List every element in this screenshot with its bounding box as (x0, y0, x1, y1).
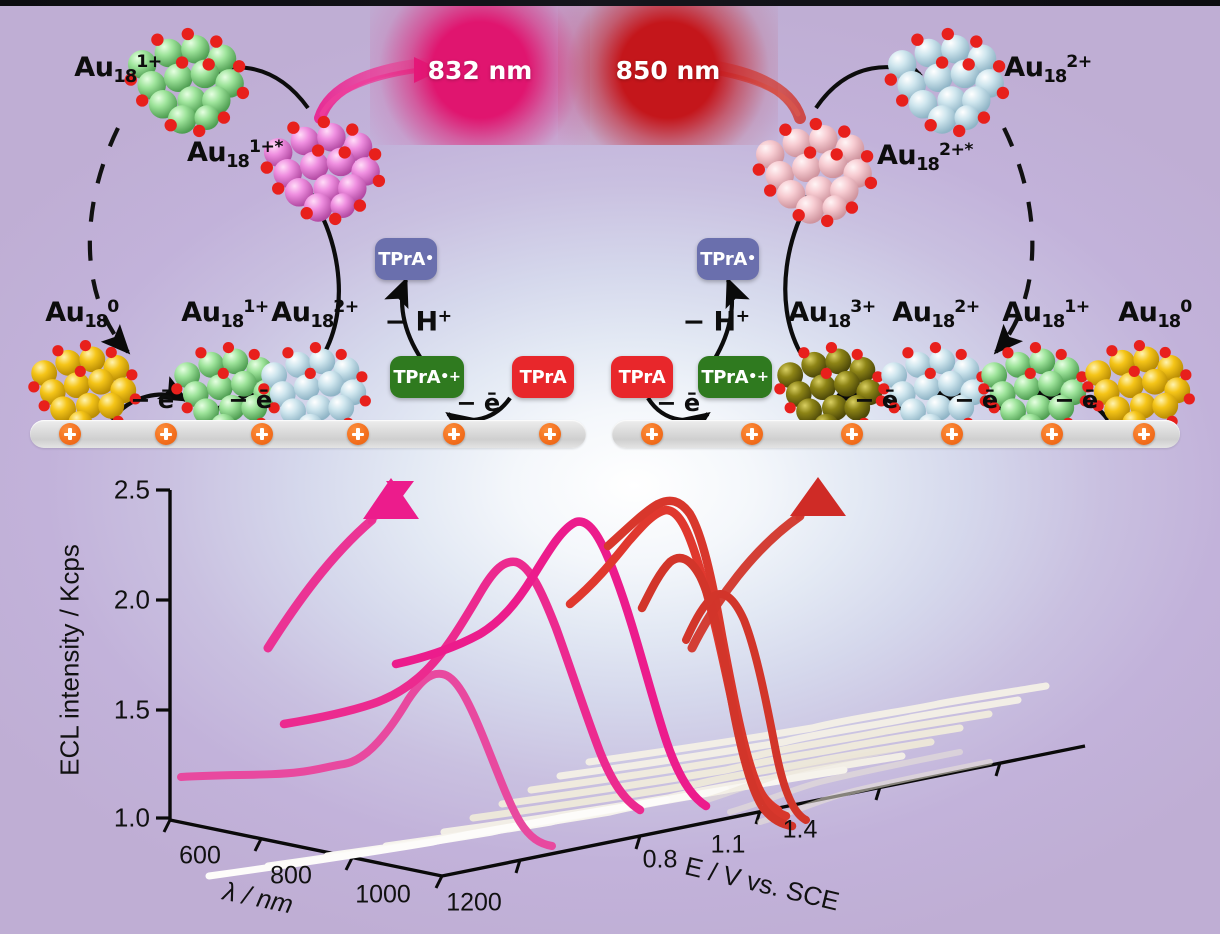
cluster-au18-2plus-excited-right (752, 117, 878, 228)
annot-minus-e-r1: − ē (656, 389, 700, 417)
lambda-tick-marks (162, 819, 444, 889)
ytick-1-5: 1.5 (113, 694, 150, 725)
trace-baseline-9 (585, 682, 1050, 766)
trace-E-1.50V (637, 553, 797, 831)
label-au18-1plus-left: Au181+ (181, 297, 269, 333)
lambda-tick-1200: 1200 (446, 888, 502, 917)
top-bezel-strip (0, 0, 1220, 6)
label-au18-2plus-left: Au182+ (271, 297, 359, 333)
left-arrow-tpra-to-tpraplus (445, 396, 512, 440)
annot-minus-e-r4: − ē (1054, 386, 1098, 414)
trace-group-850-red (565, 496, 810, 831)
electrode-charge-l5 (443, 423, 465, 445)
potential-tick-1-1: 1.1 (710, 830, 746, 859)
electrode-charge-l1 (59, 423, 81, 445)
trace-E-1.40V (603, 496, 791, 821)
trace-baseline-6 (498, 724, 964, 808)
electrode-charge-r3 (841, 423, 863, 445)
trace-E-1.10V (279, 557, 645, 815)
trace-E-1.20V (391, 517, 711, 811)
pill-tpra-left[interactable]: TPrA (512, 356, 574, 398)
cluster-au18-1plus-product-left (124, 27, 250, 138)
annot-minus-e-l1: − ē (130, 386, 174, 414)
axis-lambda (169, 818, 443, 878)
cluster-au18-1plus-excited-left (260, 115, 386, 226)
right-recycle-dashed-arc (993, 127, 1035, 355)
label-au18-0-left: Au180 (45, 297, 119, 333)
electrode-bar-right (612, 420, 1180, 448)
electrode-bar-left (30, 420, 586, 448)
annot-minus-h-right: − H+ (682, 306, 750, 338)
electrode-charge-l3 (251, 423, 273, 445)
annot-minus-h-left: − H+ (384, 306, 452, 338)
lambda-tick-600: 600 (179, 841, 221, 870)
lambda-tick-1000: 1000 (355, 880, 411, 909)
label-au18-2plus-excited-right: Au182+* (877, 140, 973, 176)
callout-triangle-850 (790, 477, 846, 516)
electrode-charge-l4 (347, 423, 369, 445)
label-au18-1plus-right: Au181+ (1002, 297, 1090, 333)
electrode-charge-r2 (741, 423, 763, 445)
callout-curve-850 (687, 511, 805, 653)
lambda-tick-800: 800 (270, 861, 312, 890)
pill-tpra-radical-cation-right[interactable]: TPrA •+ (698, 356, 772, 398)
trace-baseline-7 (527, 710, 993, 794)
cluster-au18-2plus-left (258, 342, 371, 440)
left-recycle-dashed-arc (87, 127, 131, 355)
trace-E-1.00V (177, 669, 556, 850)
potential-tick-1-4: 1.4 (782, 815, 818, 844)
pill-tpra-radical-left[interactable]: TPrA • (375, 238, 437, 280)
ytick-2-5: 2.5 (113, 474, 150, 505)
annot-minus-e-l3: − ē (456, 389, 500, 417)
potential-tick-marks (514, 762, 1002, 874)
trace-baseline-8 (556, 696, 1022, 780)
label-au18-3plus-right: Au183+ (788, 297, 876, 333)
axis-label-intensity: ECL intensity / Kcps (54, 544, 85, 776)
trace-baseline-0 (205, 796, 671, 880)
right-arrow-tpraplus-to-tprarad (712, 276, 750, 362)
trace-E-1.50V-b (682, 590, 810, 824)
electrode-charge-r5 (1041, 423, 1063, 445)
electrode-charge-r6 (1133, 423, 1155, 445)
label-au18-2plus-right: Au182+ (892, 297, 980, 333)
right-arrow-tpra-to-tpraplus (646, 396, 711, 440)
y-tick-marks (156, 488, 170, 820)
callout-triangle-832-main (363, 478, 419, 519)
pill-tpra-right[interactable]: TPrA (611, 356, 673, 398)
ytick-1-0: 1.0 (113, 802, 150, 833)
annot-minus-e-r3: − ē (954, 386, 998, 414)
label-au18-2plus-right-top: Au182+ (1004, 52, 1092, 88)
electrode-charge-r4 (941, 423, 963, 445)
emission-832-glow: 832 nm (370, 0, 590, 145)
ytick-2-0: 2.0 (113, 584, 150, 615)
electrode-charge-r1 (641, 423, 663, 445)
pill-tpra-radical-cation-left[interactable]: TPrA •+ (390, 356, 464, 398)
cluster-au18-2plus-product-right (884, 27, 1010, 138)
left-arrow-tpraplus-to-tprarad (384, 276, 424, 362)
label-au18-0-right: Au180 (1118, 297, 1192, 333)
annot-minus-e-l2: − ē (228, 386, 272, 414)
emission-832-label: 832 nm (427, 55, 533, 85)
electrode-charge-l2 (155, 423, 177, 445)
emission-850-label: 850 nm (615, 55, 721, 85)
label-au18-1plus-left-top: Au181+ (74, 52, 162, 88)
annot-minus-e-r2: − ē (854, 386, 898, 414)
electrode-charge-l6 (539, 423, 561, 445)
pill-tpra-radical-right[interactable]: TPrA • (697, 238, 759, 280)
callout-curve-832 (263, 515, 377, 653)
potential-tick-0-8: 0.8 (642, 845, 678, 874)
emission-850-glow: 850 nm (558, 0, 778, 145)
trace-group-832-magenta (177, 517, 711, 850)
label-au18-1plus-excited-left: Au181+* (187, 137, 283, 173)
